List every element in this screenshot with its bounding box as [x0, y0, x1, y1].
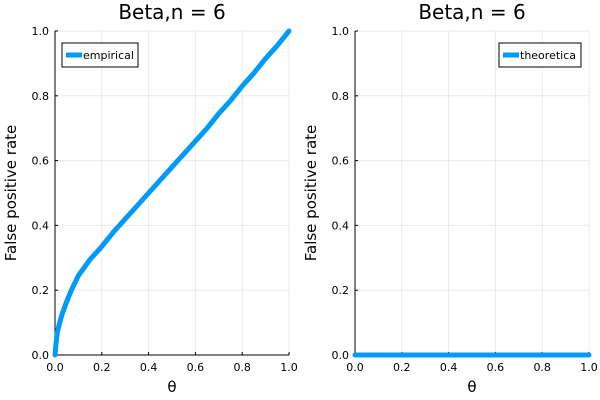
y-tick-label: 0.4 — [332, 219, 350, 232]
y-tick-label: 0.6 — [32, 155, 50, 168]
y-tick-label: 1.0 — [32, 25, 50, 38]
x-tick-label: 0.8 — [233, 361, 251, 374]
legend-label: empirical — [83, 49, 134, 62]
y-tick-label: 0.8 — [32, 90, 50, 103]
x-tick-label: 0.6 — [187, 361, 205, 374]
x-tick-label: 0.8 — [533, 361, 551, 374]
y-tick-label: 1.0 — [332, 25, 350, 38]
series-line-empirical — [52, 28, 292, 358]
chart-title: Beta,n = 6 — [418, 0, 525, 24]
legend: theoretica — [498, 42, 582, 68]
y-tick-label: 0.0 — [32, 349, 50, 362]
x-axis-label: θ — [167, 378, 176, 396]
x-tick-label: 0.0 — [346, 361, 364, 374]
chart-panel-1: 0.0 0.2 0.4 0.6 0.8 1.0 0.0 0.2 0.4 0.6 0.8 1.0 Beta… — [2, 0, 298, 396]
chart-title: Beta,n = 6 — [118, 0, 225, 24]
y-tick-label: 0.6 — [332, 155, 350, 168]
x-tick-label: 0.6 — [487, 361, 505, 374]
gridlines — [54, 30, 290, 356]
x-tick-label: 0.2 — [93, 361, 111, 374]
y-axis-label: False positive rate — [2, 125, 20, 262]
y-tick-label: 0.2 — [32, 284, 50, 297]
y-tick-label: 0.8 — [332, 90, 350, 103]
x-tick-label: 0.4 — [140, 361, 158, 374]
legend-label: theoretica — [520, 49, 576, 62]
x-tick-label: 0.0 — [46, 361, 64, 374]
y-tick-label: 0.0 — [332, 349, 350, 362]
y-tick-label: 0.2 — [332, 284, 350, 297]
x-tick-label: 1.0 — [280, 361, 298, 374]
x-tick-label: 0.4 — [440, 361, 458, 374]
chart-panel-2: 0.0 0.2 0.4 0.6 0.8 1.0 0.0 0.2 0.4 0.6 0.8 1.0 Beta… — [302, 0, 598, 396]
gridlines — [354, 30, 590, 356]
x-tick-label: 1.0 — [580, 361, 598, 374]
y-axis-label: False positive rate — [302, 125, 320, 262]
x-axis-label: θ — [467, 378, 476, 396]
x-tick-label: 0.2 — [393, 361, 411, 374]
y-tick-label: 0.4 — [32, 219, 50, 232]
legend: empirical — [61, 42, 139, 68]
